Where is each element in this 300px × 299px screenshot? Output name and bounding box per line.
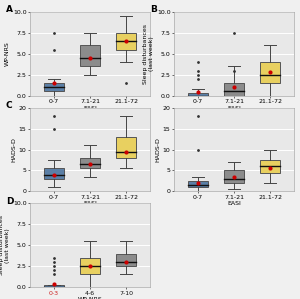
Bar: [80, 45, 100, 66]
Bar: [188, 93, 208, 96]
Y-axis label: HADS-D: HADS-D: [155, 137, 160, 162]
X-axis label: EASI: EASI: [227, 106, 241, 111]
X-axis label: EASI: EASI: [227, 201, 241, 206]
Bar: [80, 158, 100, 168]
Bar: [260, 62, 280, 83]
Bar: [260, 160, 280, 173]
Bar: [44, 168, 64, 179]
Bar: [80, 258, 100, 274]
Bar: [224, 170, 244, 183]
X-axis label: WP-NRS: WP-NRS: [78, 297, 102, 299]
Bar: [224, 83, 244, 96]
Bar: [44, 83, 64, 91]
Text: D: D: [6, 197, 14, 206]
Y-axis label: HADS-D: HADS-D: [11, 137, 16, 162]
Y-axis label: WP-NRS: WP-NRS: [5, 42, 10, 66]
Text: B: B: [150, 5, 157, 14]
Text: A: A: [6, 5, 13, 14]
Bar: [116, 137, 136, 158]
Bar: [116, 33, 136, 50]
Y-axis label: Sleep disturbances
(last week): Sleep disturbances (last week): [143, 24, 154, 84]
Bar: [44, 285, 64, 287]
Bar: [188, 181, 208, 187]
Text: C: C: [6, 101, 13, 110]
X-axis label: EASI: EASI: [83, 106, 97, 111]
X-axis label: EASI: EASI: [83, 201, 97, 206]
Y-axis label: Sleep disturbances
(last week): Sleep disturbances (last week): [0, 215, 10, 275]
Bar: [116, 254, 136, 266]
